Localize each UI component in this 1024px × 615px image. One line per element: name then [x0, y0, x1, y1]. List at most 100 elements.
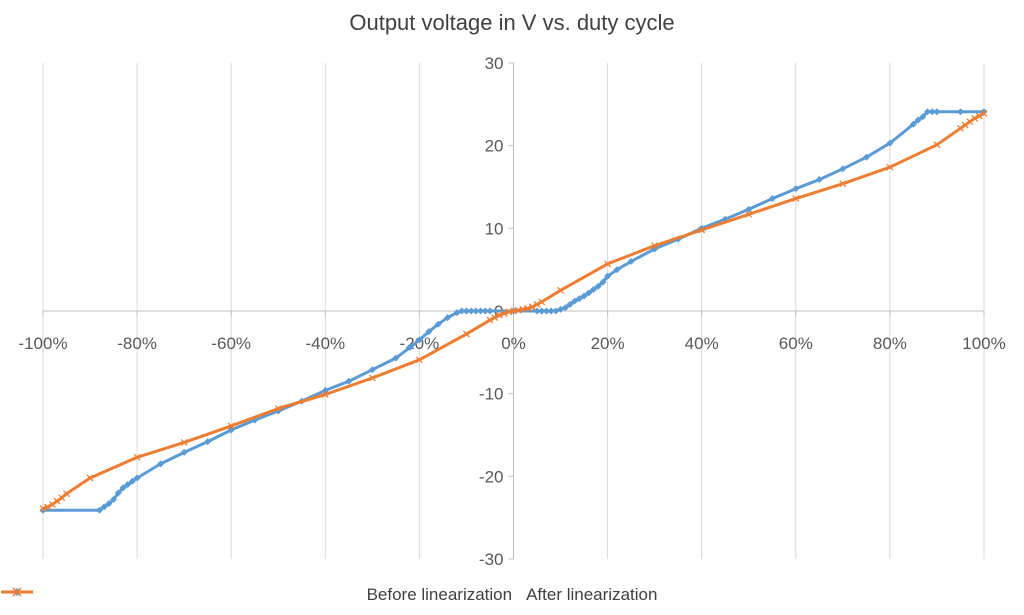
legend-swatch-after	[1, 587, 33, 597]
series-0-point-51	[613, 266, 621, 274]
series-0-point-18	[345, 377, 353, 385]
series-1-point-27	[557, 286, 565, 294]
series-0-point-30	[472, 307, 480, 315]
series-0-point-57	[745, 205, 753, 213]
series-0-point-64	[909, 120, 917, 128]
x-tick-label-9: 80%	[873, 334, 907, 353]
series-0-point-24	[434, 320, 442, 328]
series-0-point-41	[561, 304, 569, 312]
series-0-point-62	[862, 153, 870, 161]
x-tick-label-5: 0%	[501, 334, 526, 353]
series-1-point-17	[495, 311, 503, 319]
series-0-point-25	[444, 314, 452, 322]
series-0-point-23	[425, 328, 433, 336]
series-1-point-6	[86, 474, 94, 482]
y-tick-label-0: -30	[479, 550, 504, 569]
series-0-point-42	[566, 300, 574, 308]
x-tick-label-0: -100%	[18, 334, 67, 353]
series-1-point-13	[415, 356, 423, 364]
series-1-point-39	[971, 114, 979, 122]
x-tick-label-2: -60%	[211, 334, 251, 353]
chart-title: Output voltage in V vs. duty cycle	[349, 10, 675, 35]
series-1-point-9	[227, 422, 235, 430]
series-0-point-33	[486, 307, 494, 315]
series-0-point-44	[575, 295, 583, 303]
series-0-point-36	[538, 307, 546, 315]
series-0-point-46	[585, 289, 593, 297]
series-1-point-31	[745, 210, 753, 218]
series-1-point-36	[957, 124, 964, 132]
series-0-point-5	[114, 489, 122, 497]
series-0-point-12	[204, 438, 212, 446]
series-0-point-32	[481, 307, 489, 315]
series-1-point-7	[133, 453, 141, 461]
series-0-point-2	[100, 503, 108, 511]
series-1-point-35	[933, 141, 941, 149]
y-tick-label-5: 20	[485, 137, 504, 156]
series-1-point-16	[491, 314, 499, 322]
series-1-point-34	[886, 163, 894, 171]
y-tick-label-2: -10	[479, 385, 504, 404]
series-0-point-20	[392, 354, 400, 362]
x-tick-label-7: 40%	[685, 334, 719, 353]
series-0-point-1	[95, 506, 103, 514]
series-0-point-68	[928, 108, 936, 116]
series-1-point-23	[524, 305, 532, 312]
series-1-point-18	[500, 310, 508, 317]
series-1-point-1	[44, 503, 52, 511]
series-0-point-43	[571, 297, 579, 305]
series-1-point-24	[528, 303, 536, 311]
series-0-point-7	[124, 481, 132, 489]
series-0-point-70	[956, 108, 964, 116]
series-0-point-47	[589, 286, 597, 294]
series-1-point-10	[274, 405, 282, 413]
series-1-point-3	[53, 497, 61, 505]
series-0-point-31	[477, 307, 485, 315]
series-1-point-25	[533, 300, 541, 308]
series-1-point-33	[839, 180, 847, 188]
series-1-point-32	[792, 195, 800, 203]
series-1-point-28	[604, 260, 612, 268]
series-0-point-48	[594, 282, 602, 290]
series-0-point-6	[119, 484, 127, 492]
series-line-1	[42, 112, 985, 511]
series-1-point-11	[321, 391, 329, 398]
series-0-point-45	[580, 292, 588, 300]
series-1-point-26	[538, 298, 546, 306]
series-0-point-58	[768, 195, 776, 203]
y-tick-label-4: 10	[485, 219, 504, 238]
series-1-point-41	[980, 109, 988, 117]
series-0-point-60	[815, 176, 823, 184]
x-tick-label-1: -80%	[117, 334, 157, 353]
series-1-point-12	[368, 374, 376, 382]
series-0-point-52	[627, 257, 635, 265]
series-1-point-0	[39, 505, 47, 513]
x-tick-label-6: 20%	[591, 334, 625, 353]
series-0-point-67	[924, 108, 932, 116]
series-0-point-61	[839, 165, 847, 173]
series-0-point-4	[110, 495, 118, 503]
series-0-point-49	[599, 278, 607, 286]
series-0-point-37	[542, 307, 550, 315]
series-0-point-22	[415, 336, 423, 344]
series-0-point-69	[933, 108, 941, 116]
series-0-point-66	[919, 113, 927, 121]
series-0-point-21	[406, 343, 414, 351]
x-tick-label-10: 100%	[962, 334, 1005, 353]
series-0-point-8	[128, 477, 136, 485]
series-1-point-38	[966, 118, 974, 126]
legend-item-before: Before linearization	[1, 585, 512, 605]
series-0-point-27	[458, 307, 466, 315]
series-1-point-14	[462, 330, 470, 338]
series-0-point-65	[914, 116, 922, 124]
series-0-point-10	[157, 460, 165, 468]
legend-label-after: After linearization	[526, 585, 658, 604]
x-tick-label-3: -40%	[305, 334, 345, 353]
series-0-point-19	[368, 366, 376, 374]
series-1-point-29	[651, 242, 659, 250]
series-1-point-37	[961, 121, 969, 129]
legend: Before linearization After linearization	[0, 585, 1024, 605]
x-tick-label-8: 60%	[779, 334, 813, 353]
